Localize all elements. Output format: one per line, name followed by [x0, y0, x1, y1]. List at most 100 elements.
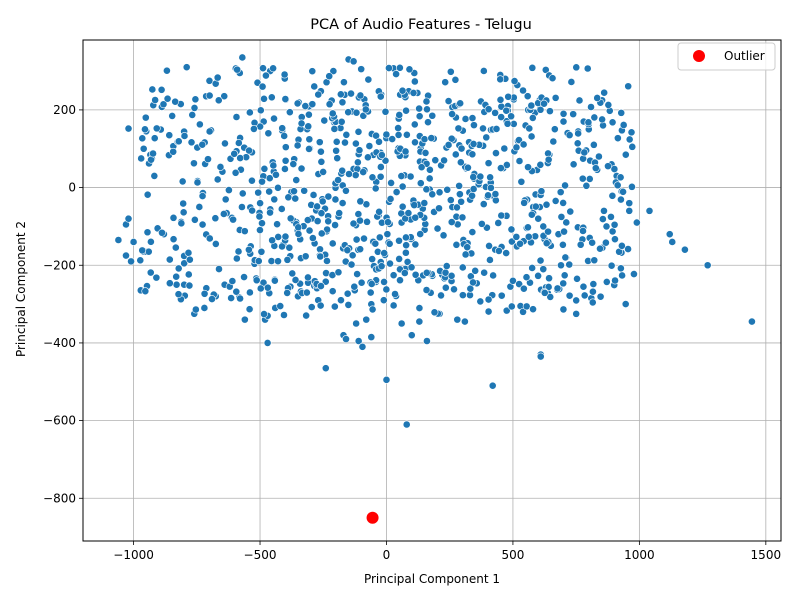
data-point [456, 158, 465, 167]
data-point [507, 225, 516, 234]
data-point [376, 163, 385, 171]
data-point [302, 311, 311, 320]
data-point [492, 149, 500, 158]
data-point [524, 232, 533, 241]
data-point [270, 195, 279, 204]
data-point [387, 179, 395, 187]
data-point [441, 283, 450, 292]
data-point [350, 282, 359, 291]
data-point [497, 113, 506, 121]
data-point [382, 285, 391, 294]
x-tick-label: −1000 [113, 548, 154, 562]
data-point [180, 132, 189, 140]
data-point [382, 375, 391, 384]
data-point [309, 191, 318, 199]
data-point [394, 124, 403, 132]
data-point [286, 214, 295, 223]
data-point [163, 94, 172, 103]
data-point [551, 93, 560, 102]
data-point [356, 216, 364, 225]
data-point [580, 148, 589, 157]
data-point [523, 92, 532, 101]
data-point [617, 108, 626, 117]
data-point [536, 105, 545, 114]
data-point [540, 288, 549, 297]
data-point [124, 124, 133, 133]
data-point [269, 161, 278, 170]
y-tick-label: 200 [53, 103, 76, 117]
data-point [278, 242, 286, 251]
data-point [441, 78, 450, 87]
data-point [502, 106, 511, 115]
data-point [368, 255, 377, 264]
data-point [527, 132, 536, 141]
data-point [281, 232, 290, 241]
data-point [366, 288, 375, 297]
data-point [302, 288, 311, 297]
data-point [281, 95, 290, 103]
data-point [531, 202, 540, 211]
data-point [290, 187, 298, 196]
data-point [157, 85, 166, 94]
data-point [246, 288, 254, 297]
data-point [613, 181, 622, 190]
data-point [608, 191, 617, 200]
data-point [248, 206, 257, 215]
data-point [560, 271, 569, 280]
data-point [415, 304, 424, 312]
data-point [482, 133, 491, 142]
legend: Outlier [677, 42, 776, 71]
y-tick-label: −400 [43, 336, 76, 350]
data-point [560, 227, 568, 236]
data-point [489, 271, 498, 280]
data-point [502, 161, 511, 169]
data-point [417, 163, 426, 172]
data-point [578, 174, 587, 183]
data-point [248, 176, 256, 185]
data-point [138, 134, 147, 143]
data-point [596, 244, 604, 253]
data-point [377, 151, 386, 159]
data-point [288, 269, 297, 278]
data-point [587, 103, 595, 111]
data-point [172, 280, 181, 289]
data-point [611, 276, 619, 285]
data-point [624, 245, 632, 253]
data-point [269, 64, 278, 73]
data-point [386, 259, 394, 268]
data-point [484, 295, 493, 304]
x-axis-title: Principal Component 1 [364, 572, 500, 586]
data-points [114, 53, 756, 429]
data-point [395, 63, 404, 72]
data-point [468, 191, 476, 200]
data-point [398, 202, 407, 211]
data-point [280, 132, 289, 140]
data-point [593, 94, 602, 102]
data-point [398, 182, 407, 191]
data-point [254, 257, 263, 265]
data-point [289, 160, 298, 168]
data-point [385, 64, 393, 72]
data-point [456, 99, 465, 108]
data-point [580, 291, 589, 300]
data-point [509, 276, 517, 285]
data-point [519, 284, 528, 293]
data-point [368, 305, 377, 314]
data-point [146, 268, 155, 277]
data-point [227, 294, 236, 302]
data-point [442, 262, 451, 270]
data-point [536, 256, 545, 265]
data-point [410, 201, 419, 210]
data-point [274, 233, 283, 241]
data-point [618, 271, 626, 280]
data-point [150, 172, 159, 180]
data-point [420, 135, 429, 144]
data-point [147, 237, 155, 246]
data-point [388, 135, 397, 143]
x-tick-label: 500 [501, 548, 524, 562]
data-point [567, 78, 576, 86]
data-point [352, 108, 361, 117]
data-point [703, 261, 712, 270]
data-point [602, 278, 611, 286]
data-point [308, 67, 317, 76]
